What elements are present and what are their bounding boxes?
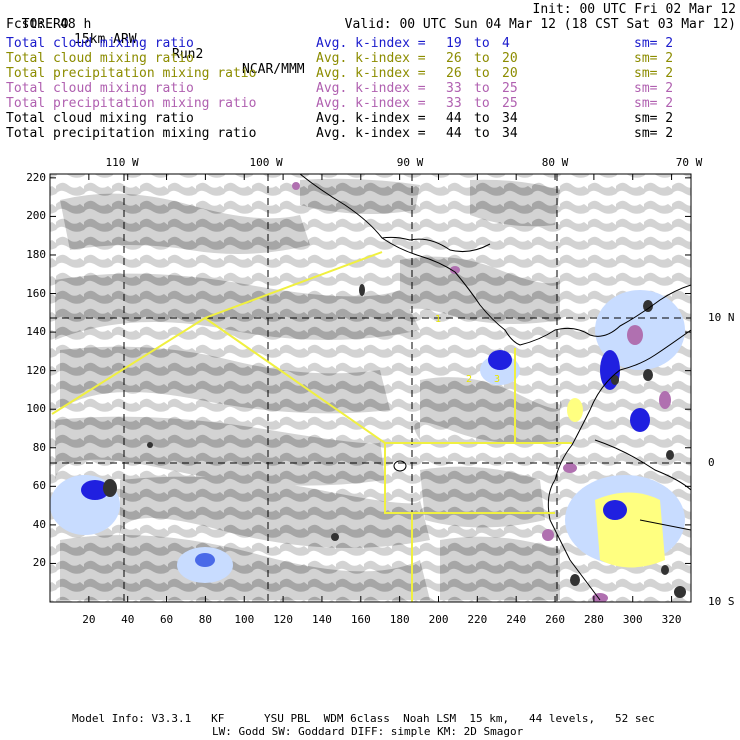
legend-to-word: to (474, 96, 490, 111)
longitude-label: 110 W (105, 156, 139, 169)
x-tick-label: 300 (622, 613, 643, 626)
legend-to: 34 (502, 126, 518, 141)
legend-stat: Avg. k-index = (316, 51, 426, 66)
x-tick-label: 80 (198, 613, 213, 626)
region-label-3: 3 (494, 374, 501, 385)
legend-field: Total cloud mixing ratio (6, 36, 194, 51)
header-line-1: TORERO 15km ARW Run2 NCAR/MMM (6, 2, 305, 77)
legend-smoothing: sm= 2 (634, 36, 674, 51)
x-tick-label: 240 (506, 613, 527, 626)
legend-smoothing: sm= 2 (634, 51, 674, 66)
region-label-1: 1 (435, 314, 442, 325)
y-tick-label: 220 (26, 170, 47, 184)
legend-to-word: to (474, 51, 490, 66)
x-tick-label: 200 (428, 613, 449, 626)
forecast-label: Fcst: (6, 17, 46, 32)
legend-field: Total precipitation mixing ratio (6, 66, 257, 81)
y-tick-label: 120 (26, 363, 47, 377)
legend-field: Total cloud mixing ratio (6, 81, 194, 96)
x-tick-label: 320 (661, 613, 682, 626)
x-tick-label: 280 (583, 613, 604, 626)
legend-from: 44 (446, 111, 462, 126)
legend-to: 20 (502, 66, 518, 81)
x-tick-label: 180 (389, 613, 410, 626)
legend-stat: Avg. k-index = (316, 36, 426, 51)
legend-from: 44 (446, 126, 462, 141)
y-tick-label: 180 (26, 247, 47, 261)
model-physics-line: LW: Godd SW: Goddard DIFF: simple KM: 2D… (212, 725, 524, 738)
legend-to-word: to (474, 81, 490, 96)
init-time: Init: 00 UTC Fri 02 Mar 12 (532, 2, 737, 17)
legend-smoothing: sm= 2 (634, 126, 674, 141)
latitude-label: 0 (708, 456, 715, 469)
legend-smoothing: sm= 2 (634, 96, 674, 111)
cloud-field (50, 174, 691, 602)
legend-smoothing: sm= 2 (634, 81, 674, 96)
latitude-label: 10 S (708, 595, 735, 608)
x-tick-label: 260 (545, 613, 565, 626)
coastlines (299, 174, 691, 601)
legend-stat: Avg. k-index = (316, 66, 426, 81)
legend-from: 33 (446, 81, 462, 96)
y-tick-label: 60 (32, 479, 47, 493)
longitude-label: 80 W (541, 156, 569, 169)
legend-to-word: to (474, 126, 490, 141)
x-tick-label: 220 (467, 613, 488, 626)
y-tick-label: 40 (32, 517, 47, 531)
org-label: NCAR/MMM (242, 62, 305, 77)
legend-to-word: to (474, 66, 490, 81)
run-label: Run2 (172, 47, 204, 62)
y-tick-label: 200 (26, 209, 47, 223)
legend-to: 25 (502, 96, 518, 111)
x-tick-label: 140 (312, 613, 332, 626)
axis-ticks (50, 174, 691, 602)
legend-smoothing: sm= 2 (634, 111, 674, 126)
x-tick-label: 20 (82, 613, 96, 626)
legend-from: 26 (446, 66, 462, 81)
model-info-line: Model Info: V3.3.1 KF YSU PBL WDM 6class… (72, 712, 655, 725)
region-label-2: 2 (466, 374, 473, 385)
x-tick-label: 120 (273, 613, 294, 626)
lat-lon-grid (50, 174, 691, 602)
legend-field: Total cloud mixing ratio (6, 111, 194, 126)
y-tick-label: 100 (26, 402, 47, 416)
longitude-label: 70 W (675, 156, 703, 169)
forecast-hours: 48 h (60, 17, 92, 32)
longitude-label: 100 W (249, 156, 283, 169)
valid-time: Valid: 00 UTC Sun 04 Mar 12 (18 CST Sat … (344, 17, 736, 32)
x-tick-label: 100 (234, 613, 255, 626)
x-tick-label: 40 (121, 613, 135, 626)
legend-to: 34 (502, 111, 518, 126)
legend-field: Total precipitation mixing ratio (6, 96, 257, 111)
legend-field: Total cloud mixing ratio (6, 51, 194, 66)
legend-stat: Avg. k-index = (316, 126, 426, 141)
legend-stat: Avg. k-index = (316, 111, 426, 126)
legend-to-word: to (474, 36, 490, 51)
legend-from: 26 (446, 51, 462, 66)
longitude-label: 90 W (396, 156, 424, 169)
legend-from: 19 (446, 36, 462, 51)
latitude-label: 10 N (708, 311, 735, 324)
legend-to-word: to (474, 111, 490, 126)
legend-to: 25 (502, 81, 518, 96)
x-tick-label: 60 (159, 613, 174, 626)
x-tick-label: 160 (350, 613, 371, 626)
legend-to: 20 (502, 51, 518, 66)
legend-smoothing: sm= 2 (634, 66, 674, 81)
y-tick-label: 20 (32, 556, 47, 570)
region-boundaries (51, 251, 572, 602)
y-tick-label: 140 (26, 325, 47, 339)
model-resolution: 15km ARW (74, 32, 137, 47)
legend-stat: Avg. k-index = (316, 96, 426, 111)
legend-to: 4 (502, 36, 510, 51)
y-tick-label: 80 (32, 440, 47, 454)
y-tick-label: 160 (26, 286, 47, 300)
model-name: TORERO (21, 17, 69, 32)
legend-from: 33 (446, 96, 462, 111)
legend-field: Total precipitation mixing ratio (6, 126, 257, 141)
plot-frame (49, 173, 692, 603)
legend-stat: Avg. k-index = (316, 81, 426, 96)
